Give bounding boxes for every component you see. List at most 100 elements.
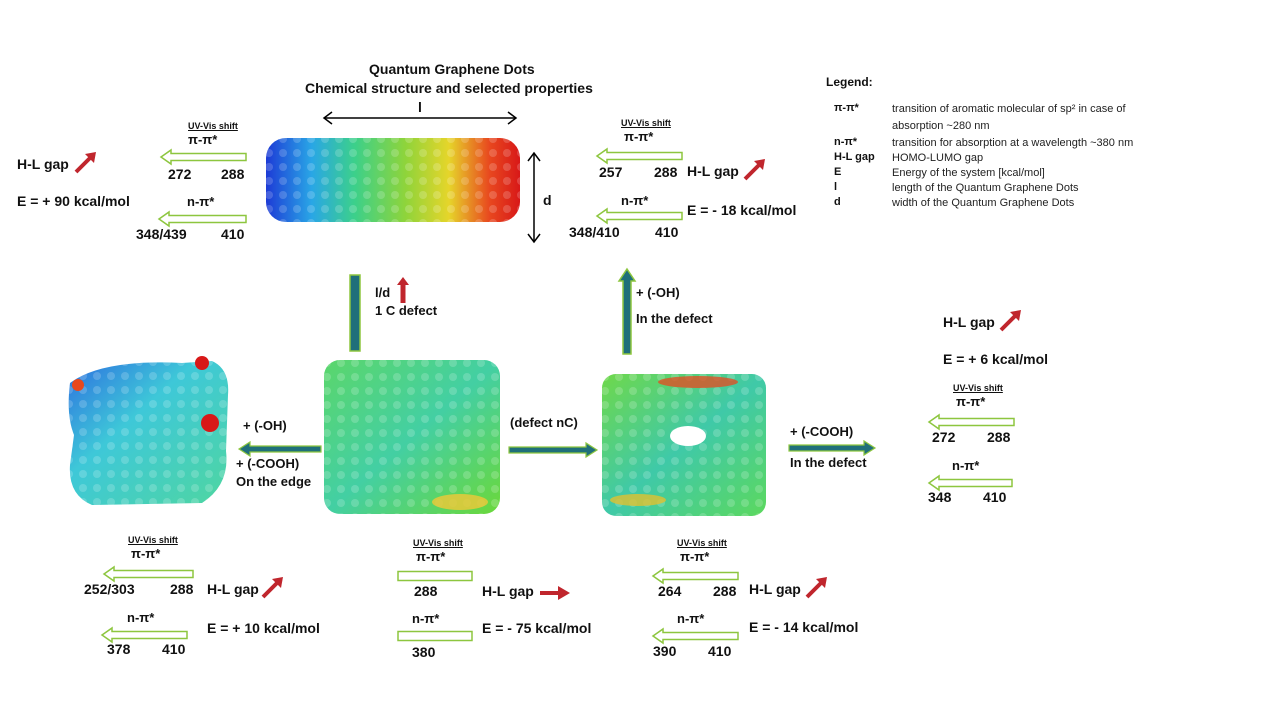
pp-value: 288 <box>414 583 438 599</box>
np-to-value: 410 <box>708 643 732 659</box>
double-arrow-icon <box>322 111 518 125</box>
step-right1: + (-COOH) <box>790 424 854 439</box>
molecule-left <box>68 356 229 505</box>
molecule-top <box>266 138 520 222</box>
trend-up-icon <box>743 159 765 181</box>
energy-value: E = + 90 kcal/mol <box>17 193 130 209</box>
legend-row: l length of the Quantum Graphene Dots <box>834 181 1174 196</box>
title-line1: Quantum Graphene Dots <box>369 61 535 77</box>
trend-up-icon <box>74 152 96 174</box>
energy-value: E = + 10 kcal/mol <box>207 620 320 636</box>
hl-gap-label: H-L gap <box>749 581 801 597</box>
flow-arrow-icon <box>617 267 637 355</box>
step-center: (defect nC) <box>510 415 578 430</box>
n-pi-label: n-π* <box>187 194 215 209</box>
np-to-value: 410 <box>655 224 679 240</box>
legend-description: width of the Quantum Graphene Dots <box>892 197 1075 209</box>
open-arrow-icon <box>397 570 473 582</box>
legend-row: d width of the Quantum Graphene Dots <box>834 196 1174 211</box>
trend-up-icon <box>261 577 283 599</box>
dimension-l-label: l <box>418 99 422 115</box>
pi-pi-label: π-π* <box>188 132 218 147</box>
np-to-value: 410 <box>983 489 1007 505</box>
np-value: 380 <box>412 644 436 660</box>
uv-shift-label: UV-Vis shift <box>128 535 178 545</box>
trend-flat-icon <box>540 586 570 600</box>
flow-arrow-icon <box>788 439 877 457</box>
step-right2: In the defect <box>790 455 867 470</box>
legend-symbol: π-π* <box>834 102 859 114</box>
np-from-value: 348/410 <box>569 224 620 240</box>
legend-description: transition of aromatic molecular of sp² … <box>892 103 1126 115</box>
hl-gap-label: H-L gap <box>482 583 534 599</box>
flow-arrow-icon <box>349 274 361 352</box>
molecule-right <box>602 374 766 516</box>
legend-symbol: l <box>834 181 838 193</box>
pi-pi-label: π-π* <box>131 546 161 561</box>
energy-value: E = - 18 kcal/mol <box>687 202 797 218</box>
pp-to-value: 288 <box>987 429 1011 445</box>
molecule-center <box>324 360 500 514</box>
legend-description: transition for absorption at a wavelengt… <box>892 137 1134 149</box>
open-arrow-icon <box>927 474 1013 492</box>
legend-symbol: H-L gap <box>834 151 875 163</box>
np-from-value: 390 <box>653 643 677 659</box>
title-line2: Chemical structure and selected properti… <box>305 80 593 96</box>
step-up-label2: 1 C defect <box>375 303 438 318</box>
legend-symbol: E <box>834 166 842 178</box>
pp-to-value: 288 <box>221 166 245 182</box>
uv-shift-label: UV-Vis shift <box>677 538 727 548</box>
open-arrow-icon <box>159 148 247 166</box>
legend: π-π* transition of aromatic molecular of… <box>834 102 1174 211</box>
legend-row: π-π* transition of aromatic molecular of… <box>834 102 1174 117</box>
hl-gap-label: H-L gap <box>17 156 69 172</box>
pp-from-value: 264 <box>658 583 682 599</box>
np-to-value: 410 <box>221 226 245 242</box>
open-arrow-icon <box>651 627 739 645</box>
n-pi-label: n-π* <box>952 458 980 473</box>
legend-description: absorption ~280 nm <box>892 120 990 132</box>
trend-up-icon <box>999 310 1021 332</box>
open-arrow-icon <box>157 210 247 228</box>
step-left1: + (-OH) <box>243 418 287 433</box>
open-arrow-icon <box>397 630 473 642</box>
legend-description: HOMO-LUMO gap <box>892 152 984 164</box>
step-oh-defect1: + (-OH) <box>636 285 680 300</box>
step-left3: On the edge <box>236 474 312 489</box>
n-pi-label: n-π* <box>412 611 440 626</box>
energy-value: E = + 6 kcal/mol <box>943 351 1049 367</box>
double-arrow-icon <box>527 151 541 244</box>
uv-shift-label: UV-Vis shift <box>188 121 238 131</box>
pp-to-value: 288 <box>170 581 194 597</box>
open-arrow-icon <box>927 413 1015 431</box>
n-pi-label: n-π* <box>621 193 649 208</box>
uv-shift-label: UV-Vis shift <box>621 118 671 128</box>
trend-up-icon <box>805 577 827 599</box>
legend-description: length of the Quantum Graphene Dots <box>892 182 1079 194</box>
open-arrow-icon <box>595 207 683 225</box>
flow-arrow-icon <box>508 441 599 459</box>
dimension-d-label: d <box>543 192 552 208</box>
legend-symbol: d <box>834 196 841 208</box>
legend-title: Legend: <box>826 75 873 89</box>
pp-to-value: 288 <box>654 164 678 180</box>
np-to-value: 410 <box>162 641 186 657</box>
hl-gap-label: H-L gap <box>943 314 995 330</box>
uv-shift-label: UV-Vis shift <box>953 383 1003 393</box>
pp-to-value: 288 <box>713 583 737 599</box>
pi-pi-label: π-π* <box>680 549 710 564</box>
energy-value: E = - 75 kcal/mol <box>482 620 592 636</box>
uv-shift-label: UV-Vis shift <box>413 538 463 548</box>
legend-row: H-L gap HOMO-LUMO gap <box>834 151 1174 166</box>
np-from-value: 348 <box>928 489 952 505</box>
pi-pi-label: π-π* <box>624 129 654 144</box>
flow-arrow-icon <box>237 440 322 458</box>
n-pi-label: n-π* <box>677 611 705 626</box>
pi-pi-label: π-π* <box>956 394 986 409</box>
np-from-value: 348/439 <box>136 226 187 242</box>
pp-from-value: 272 <box>932 429 956 445</box>
energy-value: E = - 14 kcal/mol <box>749 619 859 635</box>
pi-pi-label: π-π* <box>416 549 446 564</box>
open-arrow-icon <box>102 565 194 583</box>
step-oh-defect2: In the defect <box>636 311 713 326</box>
